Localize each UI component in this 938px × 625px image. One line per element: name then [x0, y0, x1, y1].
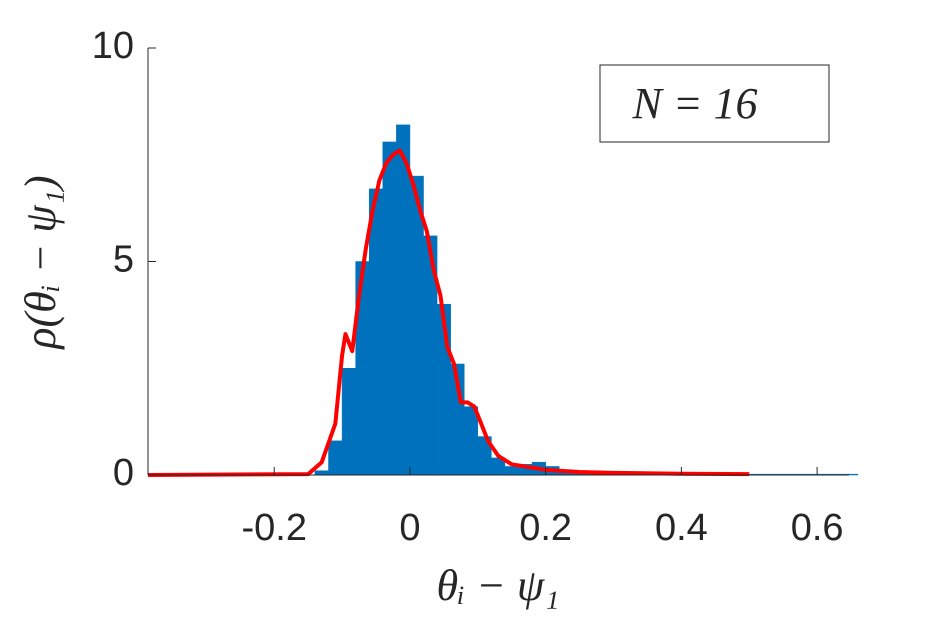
- histogram-bar: [463, 406, 479, 476]
- legend-box: [599, 64, 830, 143]
- y-tick-label: 10: [92, 25, 134, 67]
- plot-area: [147, 124, 859, 477]
- y-axis-label: ρ(θᵢ − ψ₁): [16, 175, 65, 350]
- x-tick-label: 0.6: [791, 507, 844, 549]
- x-tick-label: 0.4: [655, 507, 708, 549]
- histogram-bar: [314, 470, 329, 476]
- histogram-bar: [328, 440, 343, 476]
- y-tick-label: 5: [113, 239, 134, 281]
- x-tick-label: 0: [399, 507, 420, 549]
- x-tick-label: 0.2: [519, 507, 572, 549]
- density-line: [147, 148, 750, 477]
- histogram-bar: [504, 466, 519, 476]
- y-tick-label: 0: [113, 452, 134, 494]
- x-axis-label: θᵢ − ψ₁: [437, 561, 560, 610]
- annotation: N = 16: [631, 79, 757, 128]
- x-tick-label: -0.2: [241, 507, 306, 549]
- histogram-bar: [368, 188, 384, 476]
- histogram-bar: [396, 124, 411, 476]
- histogram-bar: [341, 368, 356, 476]
- histogram-bar: [382, 141, 397, 476]
